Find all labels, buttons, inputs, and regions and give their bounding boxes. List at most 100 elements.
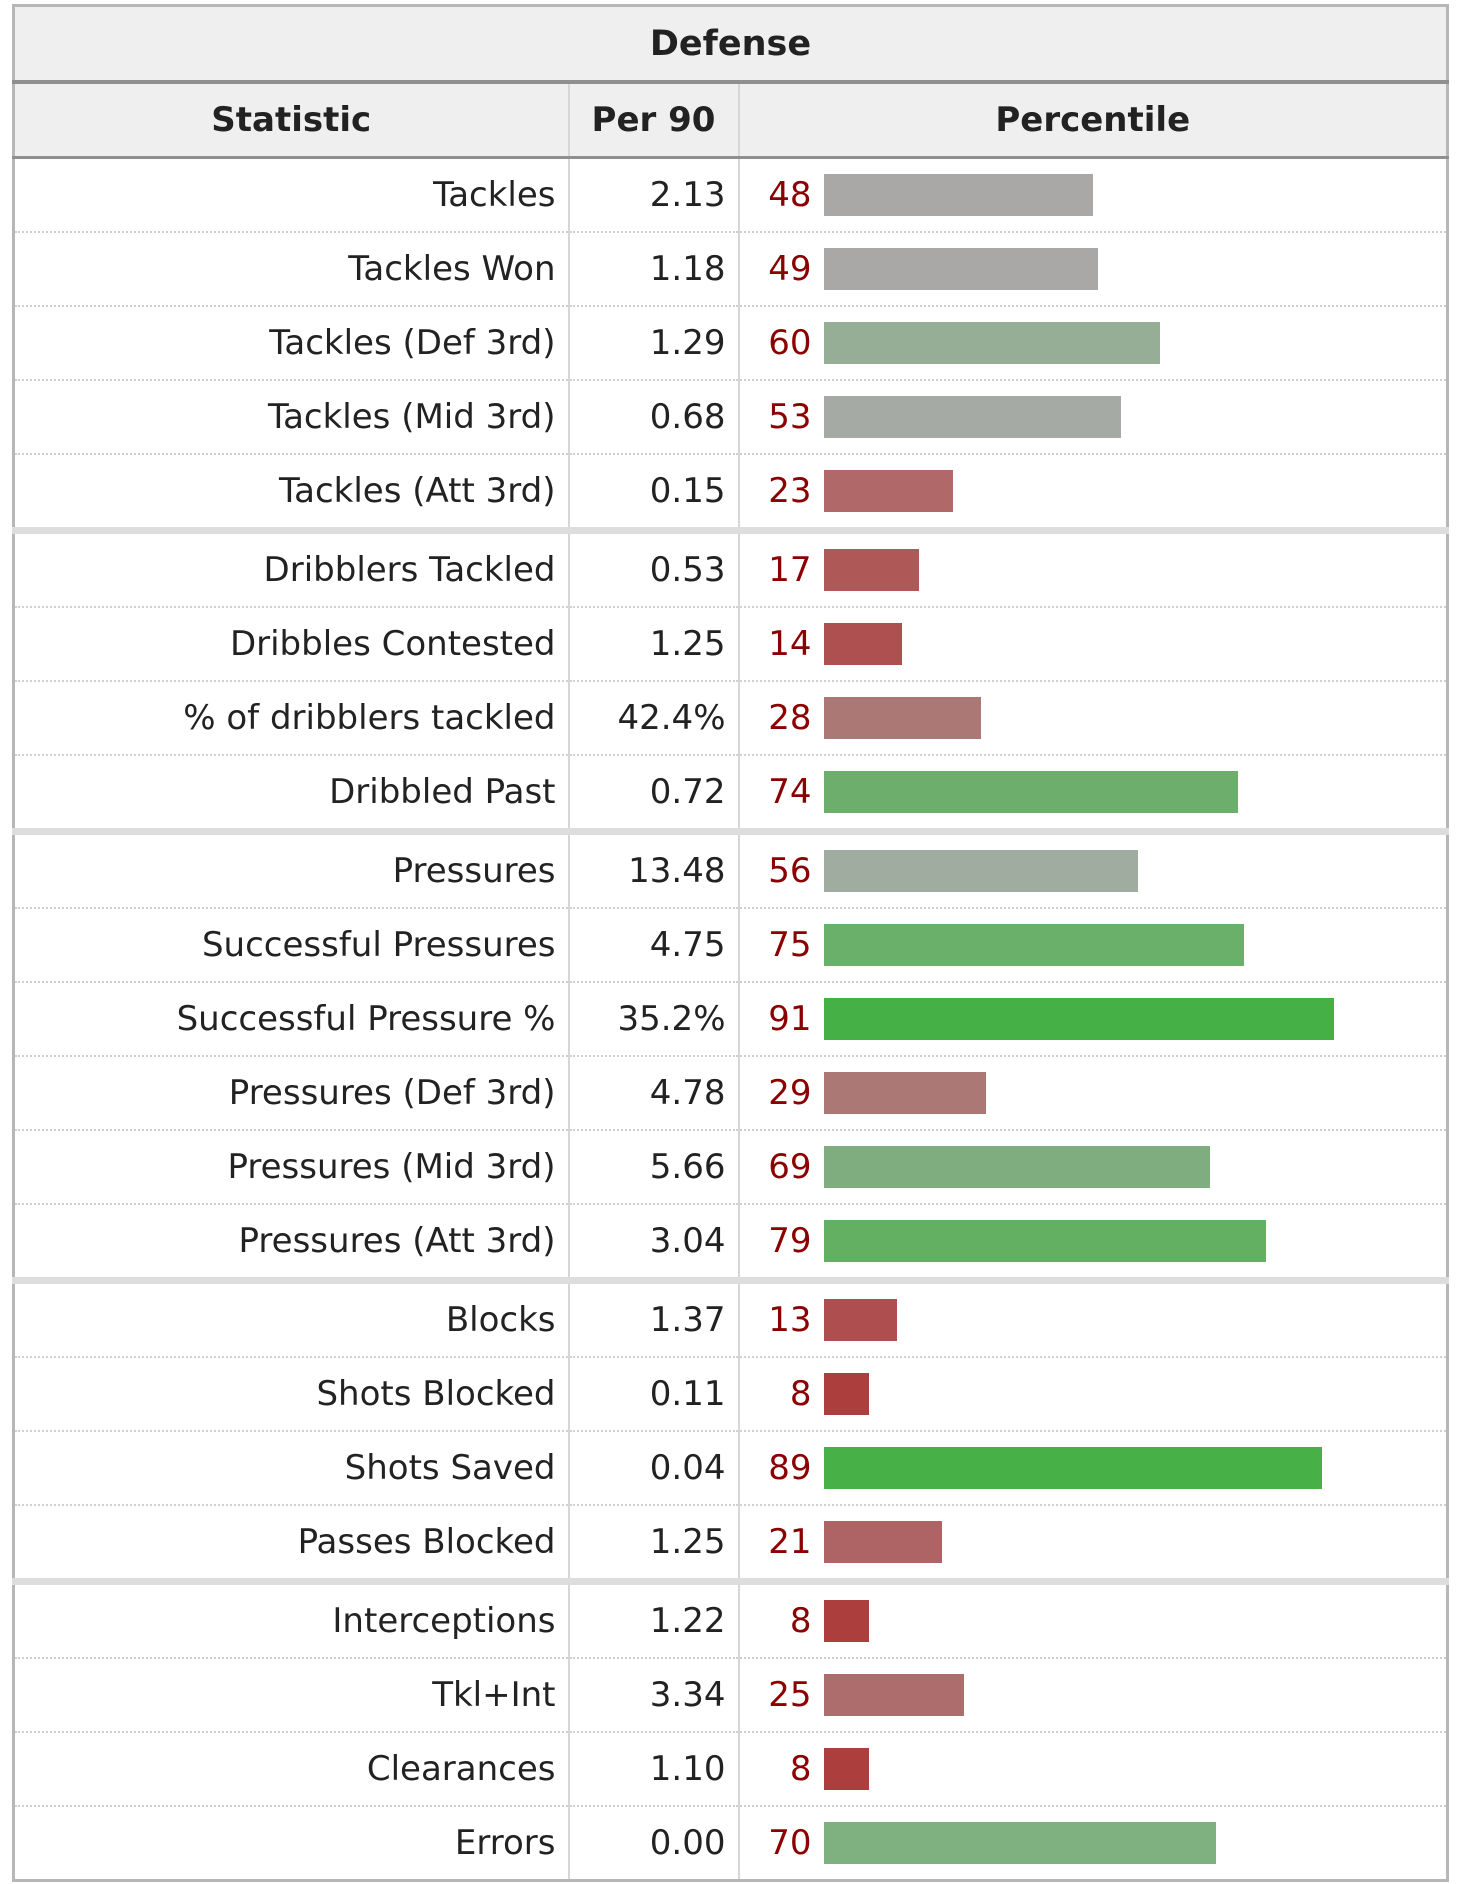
table-row: Blocks 1.37 13 (13, 1280, 1448, 1358)
percentile-cell: 89 (737, 1431, 1448, 1506)
table-body: Tackles 2.13 48 Tackles Won 1.18 49 Tackles (D… (13, 157, 1448, 1881)
percentile-cell: 74 (737, 755, 1448, 835)
statistic-name: Interceptions (13, 1581, 569, 1659)
percentile-value: 17 (768, 550, 812, 590)
percentile-cell: 8 (737, 1581, 1448, 1659)
percentile-value: 8 (789, 1749, 812, 1789)
per-90-value: 1.29 (567, 306, 739, 381)
percentile-cell: 28 (737, 681, 1448, 756)
per-90-value: 1.37 (567, 1280, 739, 1358)
defense-stats-table: Defense Statistic Per 90 Percentile Tack… (12, 4, 1449, 1882)
per-90-value: 1.25 (567, 607, 739, 682)
percentile-value: 89 (768, 1448, 812, 1488)
percentile-cell: 56 (737, 831, 1448, 909)
statistic-name: Clearances (13, 1732, 569, 1807)
percentile-value: 70 (768, 1823, 812, 1863)
percentile-bar (823, 174, 1093, 216)
per-90-value: 1.22 (567, 1581, 739, 1659)
statistic-name: Pressures (13, 831, 569, 909)
column-header-per-90[interactable]: Per 90 (567, 82, 739, 159)
per-90-value: 1.18 (567, 232, 739, 307)
statistic-name: Pressures (Att 3rd) (13, 1204, 569, 1284)
statistic-name: Tkl+Int (13, 1658, 569, 1733)
per-90-value: 0.68 (567, 380, 739, 455)
percentile-bar (823, 998, 1334, 1040)
per-90-value: 0.04 (567, 1431, 739, 1506)
percentile-value: 23 (768, 471, 812, 511)
percentile-value: 8 (789, 1601, 812, 1641)
percentile-bar (823, 924, 1244, 966)
percentile-cell: 13 (737, 1280, 1448, 1358)
table-title: Defense (13, 5, 1448, 84)
percentile-value: 48 (768, 175, 812, 215)
per-90-value: 4.78 (567, 1056, 739, 1131)
table-row: Successful Pressures 4.75 75 (13, 908, 1448, 983)
statistic-name: Shots Saved (13, 1431, 569, 1506)
percentile-value: 60 (768, 323, 812, 363)
percentile-value: 74 (768, 772, 812, 812)
table-row: Passes Blocked 1.25 21 (13, 1505, 1448, 1585)
percentile-bar (823, 1822, 1216, 1864)
per-90-value: 0.53 (567, 530, 739, 608)
percentile-cell: 8 (737, 1357, 1448, 1432)
statistic-name: Dribblers Tackled (13, 530, 569, 608)
per-90-value: 42.4% (567, 681, 739, 756)
statistic-name: Tackles (Att 3rd) (13, 454, 569, 534)
table-row: Errors 0.00 70 (14, 1806, 1448, 1881)
percentile-bar (823, 322, 1160, 364)
percentile-bar (823, 850, 1138, 892)
percentile-value: 69 (768, 1147, 812, 1187)
percentile-cell: 79 (737, 1204, 1448, 1284)
statistic-name: Tackles (13, 157, 569, 233)
statistic-name: Blocks (13, 1280, 569, 1358)
statistic-name: Shots Blocked (13, 1357, 569, 1432)
percentile-value: 8 (789, 1374, 812, 1414)
percentile-cell: 8 (737, 1732, 1448, 1807)
percentile-value: 28 (768, 698, 812, 738)
statistic-name: Tackles (Def 3rd) (13, 306, 569, 381)
per-90-value: 1.25 (567, 1505, 739, 1585)
table-row: Tackles (Att 3rd) 0.15 23 (13, 454, 1448, 534)
percentile-bar (823, 1072, 986, 1114)
percentile-value: 75 (768, 925, 812, 965)
column-header-percentile[interactable]: Percentile (737, 82, 1448, 159)
statistic-name: Dribbled Past (13, 755, 569, 835)
per-90-value: 0.11 (567, 1357, 739, 1432)
statistic-name: Tackles (Mid 3rd) (13, 380, 569, 455)
percentile-bar (823, 470, 953, 512)
column-header-statistic[interactable]: Statistic (13, 82, 569, 159)
percentile-value: 49 (768, 249, 812, 289)
percentile-bar (823, 1220, 1266, 1262)
percentile-value: 56 (768, 851, 812, 891)
table-row: Tkl+Int 3.34 25 (13, 1658, 1448, 1733)
percentile-bar (823, 697, 981, 739)
table-row: Dribbles Contested 1.25 14 (13, 607, 1448, 682)
percentile-bar (823, 623, 902, 665)
per-90-value: 0.15 (567, 454, 739, 534)
percentile-cell: 53 (737, 380, 1448, 455)
per-90-value: 35.2% (567, 982, 739, 1057)
table-row: % of dribblers tackled 42.4% 28 (13, 681, 1448, 756)
percentile-value: 53 (768, 397, 812, 437)
table-row: Tackles (Def 3rd) 1.29 60 (13, 306, 1448, 381)
percentile-bar (823, 248, 1098, 290)
percentile-cell: 21 (737, 1505, 1448, 1585)
percentile-value: 91 (768, 999, 812, 1039)
table-row: Clearances 1.10 8 (13, 1732, 1448, 1807)
statistic-name: Pressures (Mid 3rd) (13, 1130, 569, 1205)
statistic-name: Passes Blocked (13, 1505, 569, 1585)
percentile-cell: 29 (737, 1056, 1448, 1131)
percentile-cell: 91 (737, 982, 1448, 1057)
statistic-name: Pressures (Def 3rd) (13, 1056, 569, 1131)
percentile-cell: 14 (737, 607, 1448, 682)
per-90-value: 0.00 (567, 1806, 739, 1881)
table-row: Tackles 2.13 48 (13, 157, 1448, 233)
percentile-bar (823, 1373, 869, 1415)
percentile-cell: 25 (737, 1658, 1448, 1733)
percentile-cell: 48 (737, 157, 1448, 233)
percentile-value: 14 (768, 624, 812, 664)
table-row: Tackles (Mid 3rd) 0.68 53 (13, 380, 1448, 455)
table-row: Pressures (Def 3rd) 4.78 29 (13, 1056, 1448, 1131)
statistic-name: Dribbles Contested (13, 607, 569, 682)
percentile-cell: 23 (737, 454, 1448, 534)
